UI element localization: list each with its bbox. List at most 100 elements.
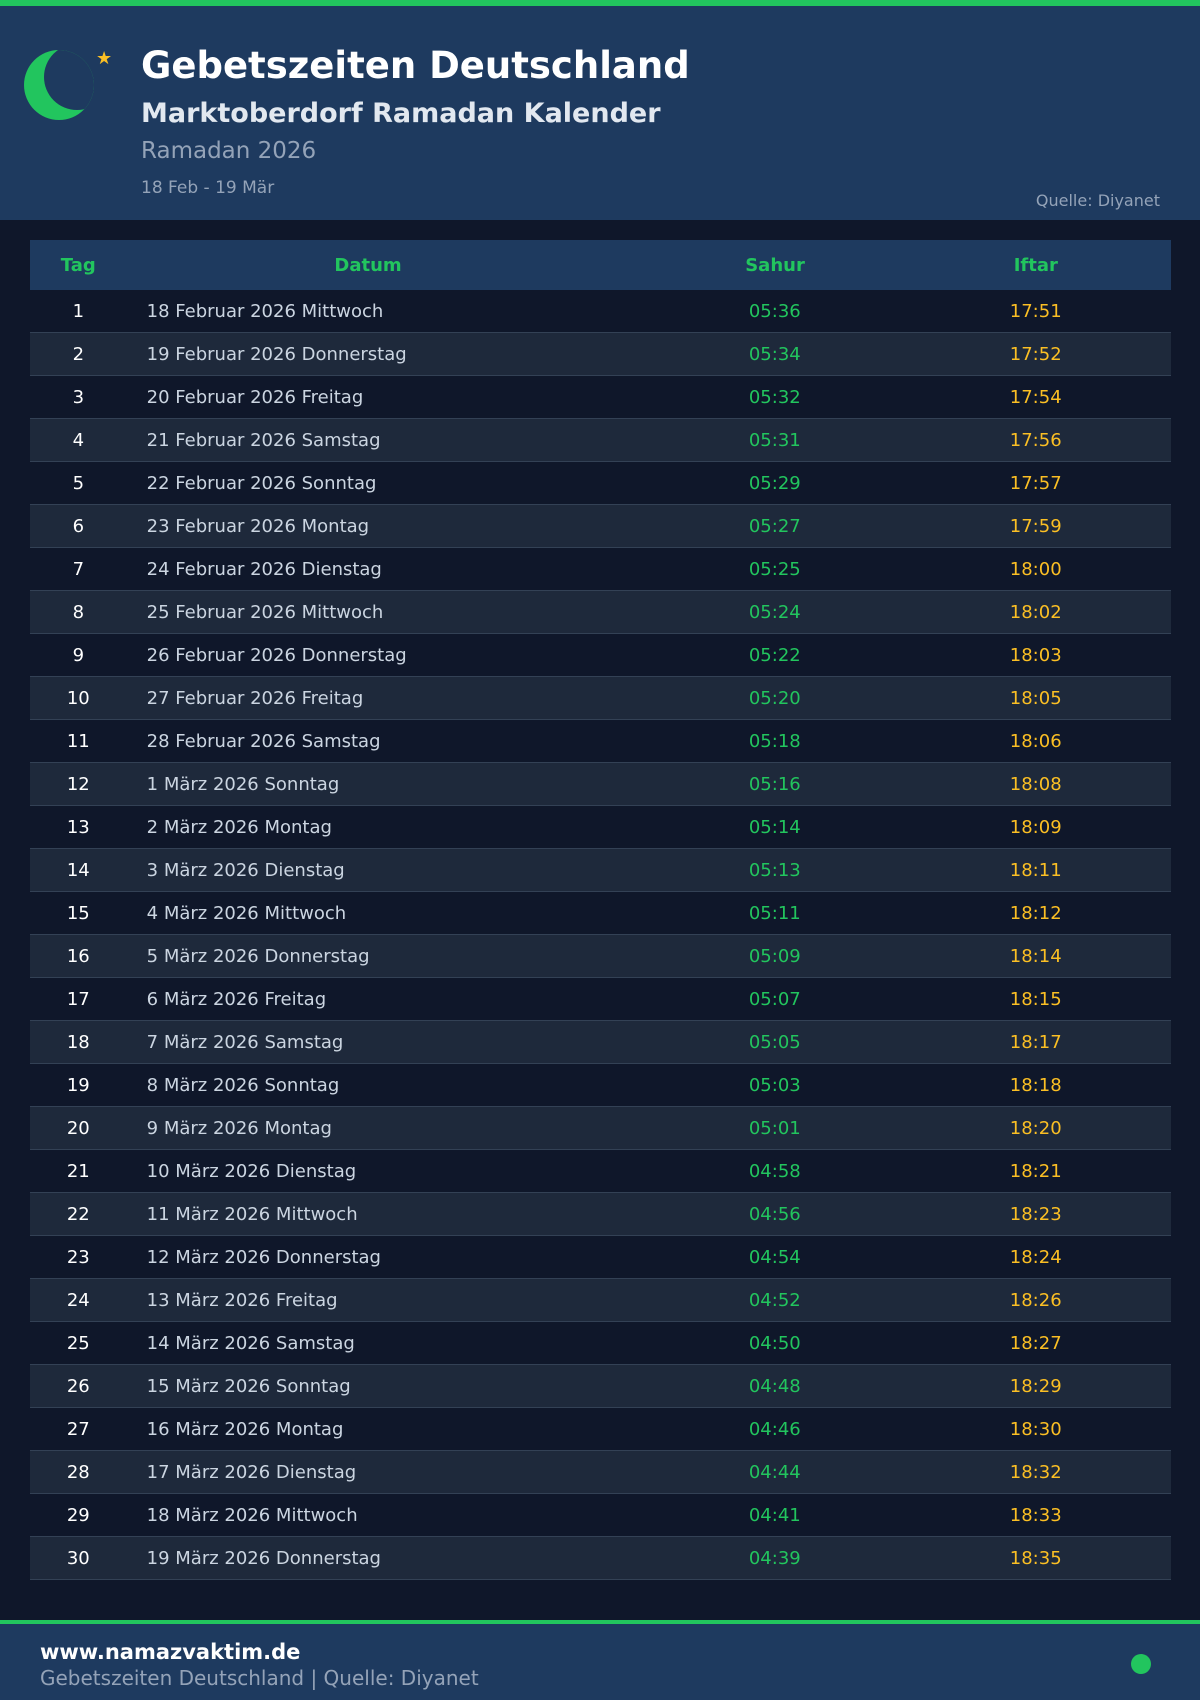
day-number: 10 — [66, 687, 90, 709]
table-row: 30 19 März 2026 Donnerstag 04:39 18:35 — [30, 1537, 1171, 1580]
day-number: 24 — [66, 1289, 90, 1311]
table-row: 14 3 März 2026 Dienstag 05:13 18:11 — [30, 849, 1171, 892]
table-row: 26 15 März 2026 Sonntag 04:48 18:29 — [30, 1365, 1171, 1408]
sahur-time: 04:44 — [748, 1461, 801, 1483]
iftar-time: 18:15 — [1009, 988, 1062, 1010]
day-number: 17 — [66, 988, 90, 1010]
sahur-time: 04:48 — [748, 1375, 801, 1397]
iftar-time: 17:54 — [1009, 386, 1062, 408]
iftar-time: 17:59 — [1009, 515, 1062, 537]
iftar-time: 18:27 — [1009, 1332, 1062, 1354]
date: 7 März 2026 Samstag — [146, 1031, 344, 1053]
iftar-time: 17:57 — [1009, 472, 1062, 494]
day-number: 6 — [72, 515, 85, 537]
day-number: 28 — [66, 1461, 90, 1483]
crescent-moon-icon — [24, 50, 94, 120]
date: 8 März 2026 Sonntag — [146, 1074, 340, 1096]
date: 24 Februar 2026 Dienstag — [146, 558, 382, 580]
sahur-time: 04:39 — [748, 1547, 801, 1569]
date: 22 Februar 2026 Sonntag — [146, 472, 377, 494]
day-number: 20 — [66, 1117, 90, 1139]
day-number: 9 — [72, 644, 85, 666]
sahur-time: 04:54 — [748, 1246, 801, 1268]
column-header-tag: Tag — [60, 254, 96, 276]
table-row: 2 19 Februar 2026 Donnerstag 05:34 17:52 — [30, 333, 1171, 376]
table-header: Tag Datum Sahur Iftar — [30, 240, 1171, 290]
iftar-time: 18:03 — [1009, 644, 1062, 666]
sahur-time: 05:14 — [748, 816, 801, 838]
date: 21 Februar 2026 Samstag — [146, 429, 381, 451]
sahur-time: 05:16 — [748, 773, 801, 795]
sahur-time: 04:46 — [748, 1418, 801, 1440]
day-number: 19 — [66, 1074, 90, 1096]
iftar-time: 18:20 — [1009, 1117, 1062, 1139]
iftar-time: 18:35 — [1009, 1547, 1062, 1569]
table-row: 6 23 Februar 2026 Montag 05:27 17:59 — [30, 505, 1171, 548]
day-number: 14 — [66, 859, 90, 881]
date: 28 Februar 2026 Samstag — [146, 730, 381, 752]
sahur-time: 05:07 — [748, 988, 801, 1010]
sahur-time: 05:22 — [748, 644, 801, 666]
table-row: 13 2 März 2026 Montag 05:14 18:09 — [30, 806, 1171, 849]
sahur-time: 05:24 — [748, 601, 801, 623]
date: 16 März 2026 Montag — [146, 1418, 344, 1440]
sahur-time: 05:13 — [748, 859, 801, 881]
day-number: 12 — [66, 773, 90, 795]
page-subtitle: Marktoberdorf Ramadan Kalender — [141, 98, 661, 129]
iftar-time: 18:11 — [1009, 859, 1062, 881]
sahur-time: 05:34 — [748, 343, 801, 365]
day-number: 22 — [66, 1203, 90, 1225]
sahur-time: 05:32 — [748, 386, 801, 408]
date: 3 März 2026 Dienstag — [146, 859, 345, 881]
sahur-time: 05:20 — [748, 687, 801, 709]
iftar-time: 18:02 — [1009, 601, 1062, 623]
sahur-time: 05:29 — [748, 472, 801, 494]
table-row: 4 21 Februar 2026 Samstag 05:31 17:56 — [30, 419, 1171, 462]
day-number: 8 — [72, 601, 85, 623]
sahur-time: 05:05 — [748, 1031, 801, 1053]
table-row: 15 4 März 2026 Mittwoch 05:11 18:12 — [30, 892, 1171, 935]
table-row: 24 13 März 2026 Freitag 04:52 18:26 — [30, 1279, 1171, 1322]
day-number: 13 — [66, 816, 90, 838]
table-row: 8 25 Februar 2026 Mittwoch 05:24 18:02 — [30, 591, 1171, 634]
period-label: Ramadan 2026 — [141, 138, 317, 164]
iftar-time: 17:56 — [1009, 429, 1062, 451]
table-row: 28 17 März 2026 Dienstag 04:44 18:32 — [30, 1451, 1171, 1494]
iftar-time: 18:30 — [1009, 1418, 1062, 1440]
day-number: 5 — [72, 472, 85, 494]
footer-url[interactable]: www.namazvaktim.de — [40, 1640, 301, 1664]
date: 13 März 2026 Freitag — [146, 1289, 338, 1311]
iftar-time: 18:08 — [1009, 773, 1062, 795]
status-dot-icon — [1131, 1654, 1151, 1674]
iftar-time: 18:23 — [1009, 1203, 1062, 1225]
sahur-time: 04:41 — [748, 1504, 801, 1526]
footer-text: Gebetszeiten Deutschland | Quelle: Diyan… — [40, 1666, 479, 1690]
sahur-time: 04:52 — [748, 1289, 801, 1311]
date: 2 März 2026 Montag — [146, 816, 332, 838]
date: 14 März 2026 Samstag — [146, 1332, 355, 1354]
table-row: 23 12 März 2026 Donnerstag 04:54 18:24 — [30, 1236, 1171, 1279]
iftar-time: 18:14 — [1009, 945, 1062, 967]
date-range: 18 Feb - 19 Mär — [141, 178, 275, 198]
day-number: 4 — [72, 429, 85, 451]
table-row: 22 11 März 2026 Mittwoch 04:56 18:23 — [30, 1193, 1171, 1236]
table-row: 10 27 Februar 2026 Freitag 05:20 18:05 — [30, 677, 1171, 720]
day-number: 23 — [66, 1246, 90, 1268]
day-number: 21 — [66, 1160, 90, 1182]
date: 18 März 2026 Mittwoch — [146, 1504, 358, 1526]
day-number: 15 — [66, 902, 90, 924]
table-row: 27 16 März 2026 Montag 04:46 18:30 — [30, 1408, 1171, 1451]
date: 5 März 2026 Donnerstag — [146, 945, 370, 967]
date: 11 März 2026 Mittwoch — [146, 1203, 358, 1225]
day-number: 11 — [66, 730, 90, 752]
footer: www.namazvaktim.de Gebetszeiten Deutschl… — [0, 1624, 1200, 1700]
day-number: 3 — [72, 386, 85, 408]
iftar-time: 18:06 — [1009, 730, 1062, 752]
table-row: 16 5 März 2026 Donnerstag 05:09 18:14 — [30, 935, 1171, 978]
date: 1 März 2026 Sonntag — [146, 773, 340, 795]
iftar-time: 18:05 — [1009, 687, 1062, 709]
day-number: 27 — [66, 1418, 90, 1440]
date: 23 Februar 2026 Montag — [146, 515, 370, 537]
sahur-time: 04:50 — [748, 1332, 801, 1354]
table-row: 7 24 Februar 2026 Dienstag 05:25 18:00 — [30, 548, 1171, 591]
